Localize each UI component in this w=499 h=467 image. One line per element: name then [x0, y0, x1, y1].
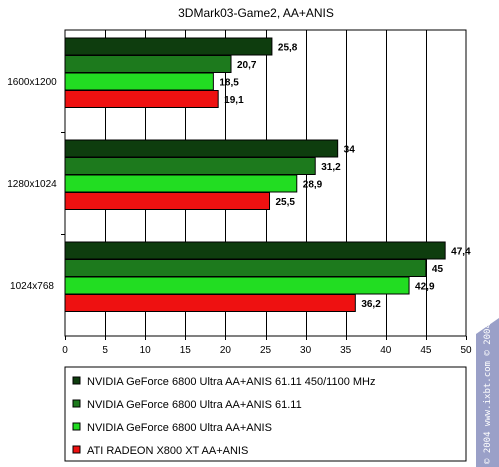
- legend-label: NVIDIA GeForce 6800 Ultra AA+ANIS: [87, 422, 272, 434]
- data-label: 34: [344, 145, 356, 156]
- x-tick-label: 40: [380, 345, 392, 356]
- data-label: 18,5: [219, 78, 239, 89]
- legend: NVIDIA GeForce 6800 Ultra AA+ANIS 61.11 …: [64, 366, 467, 462]
- bar: [64, 241, 446, 260]
- bar: [64, 276, 410, 295]
- x-tick-label: 45: [420, 345, 432, 356]
- bar: [64, 55, 232, 73]
- legend-box: [64, 366, 467, 462]
- data-label: 25,8: [278, 43, 298, 54]
- category-label: 1600x1200: [7, 77, 57, 88]
- plot-area: 0 5 10 15 20 25 30 35 40 45 50 1600x1200 1280x1024 10…: [7, 29, 472, 356]
- data-label: 20,7: [237, 60, 257, 71]
- bar: [64, 192, 271, 210]
- data-label: 42,9: [415, 282, 435, 293]
- legend-swatch: [72, 376, 81, 385]
- data-label: 31,2: [321, 162, 341, 173]
- chart-title: 3DMark03-Game2, AA+ANIS: [178, 6, 334, 20]
- category-label: 1024x768: [10, 281, 54, 292]
- x-tick-label: 20: [220, 345, 232, 356]
- legend-label: ATI RADEON X800 XT AA+ANIS: [87, 445, 248, 457]
- data-label: 45: [432, 264, 444, 275]
- x-tick-label: 0: [62, 345, 68, 356]
- legend-swatch: [72, 445, 81, 454]
- x-tick-label: 15: [180, 345, 192, 356]
- legend-swatch: [72, 399, 81, 408]
- x-tick-label: 25: [260, 345, 272, 356]
- bar: [64, 174, 298, 193]
- data-label: 36,2: [361, 299, 381, 310]
- watermark-strip: [476, 318, 499, 467]
- legend-swatch: [72, 422, 81, 431]
- category-label: 1280x1024: [7, 179, 57, 190]
- bar: [64, 90, 219, 108]
- data-label: 25,5: [276, 197, 296, 208]
- legend-label: NVIDIA GeForce 6800 Ultra AA+ANIS 61.11 …: [87, 376, 376, 388]
- x-tick-label: 35: [340, 345, 352, 356]
- x-tick-label: 5: [102, 345, 108, 356]
- data-label: 28,9: [303, 180, 323, 191]
- watermark-text: © 2004 www.ixbt.com © 2004 www.digit-lif…: [483, 220, 493, 464]
- bar: [64, 139, 339, 158]
- x-tick-label: 30: [300, 345, 312, 356]
- data-label: 47,4: [451, 247, 471, 258]
- data-label: 19,1: [224, 95, 244, 106]
- x-tick-label: 50: [460, 345, 472, 356]
- bar: [64, 294, 356, 312]
- x-tick-label: 10: [140, 345, 152, 356]
- bar: [64, 157, 316, 175]
- bar: [64, 259, 427, 277]
- bar: [64, 37, 273, 56]
- legend-label: NVIDIA GeForce 6800 Ultra AA+ANIS 61.11: [87, 399, 302, 411]
- bar: [64, 72, 214, 91]
- watermark: © 2004 www.ixbt.com © 2004 www.digit-lif…: [476, 220, 499, 467]
